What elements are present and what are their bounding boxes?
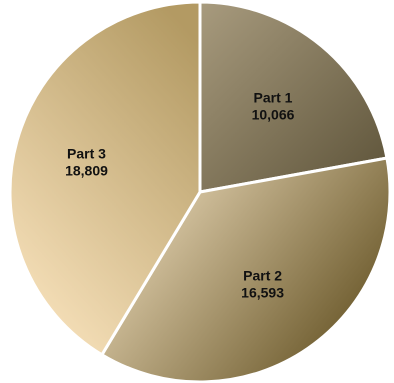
slice-value-label: 16,593 bbox=[241, 285, 284, 301]
pie-labels: Part 110,066 Part 216,593 Part 318,809 bbox=[65, 90, 295, 301]
slice-category-label: Part 2 bbox=[243, 268, 282, 284]
slice-category-label: Part 1 bbox=[254, 90, 293, 106]
pie-slice-part-1 bbox=[198, 0, 389, 194]
slice-value-label: 18,809 bbox=[65, 162, 108, 178]
pie-slice-part-2 bbox=[100, 156, 392, 383]
pie-slice-part-3 bbox=[8, 0, 202, 357]
slice-value-label: 10,066 bbox=[252, 107, 295, 123]
pie-slices bbox=[8, 0, 392, 383]
slice-category-label: Part 3 bbox=[67, 145, 106, 161]
